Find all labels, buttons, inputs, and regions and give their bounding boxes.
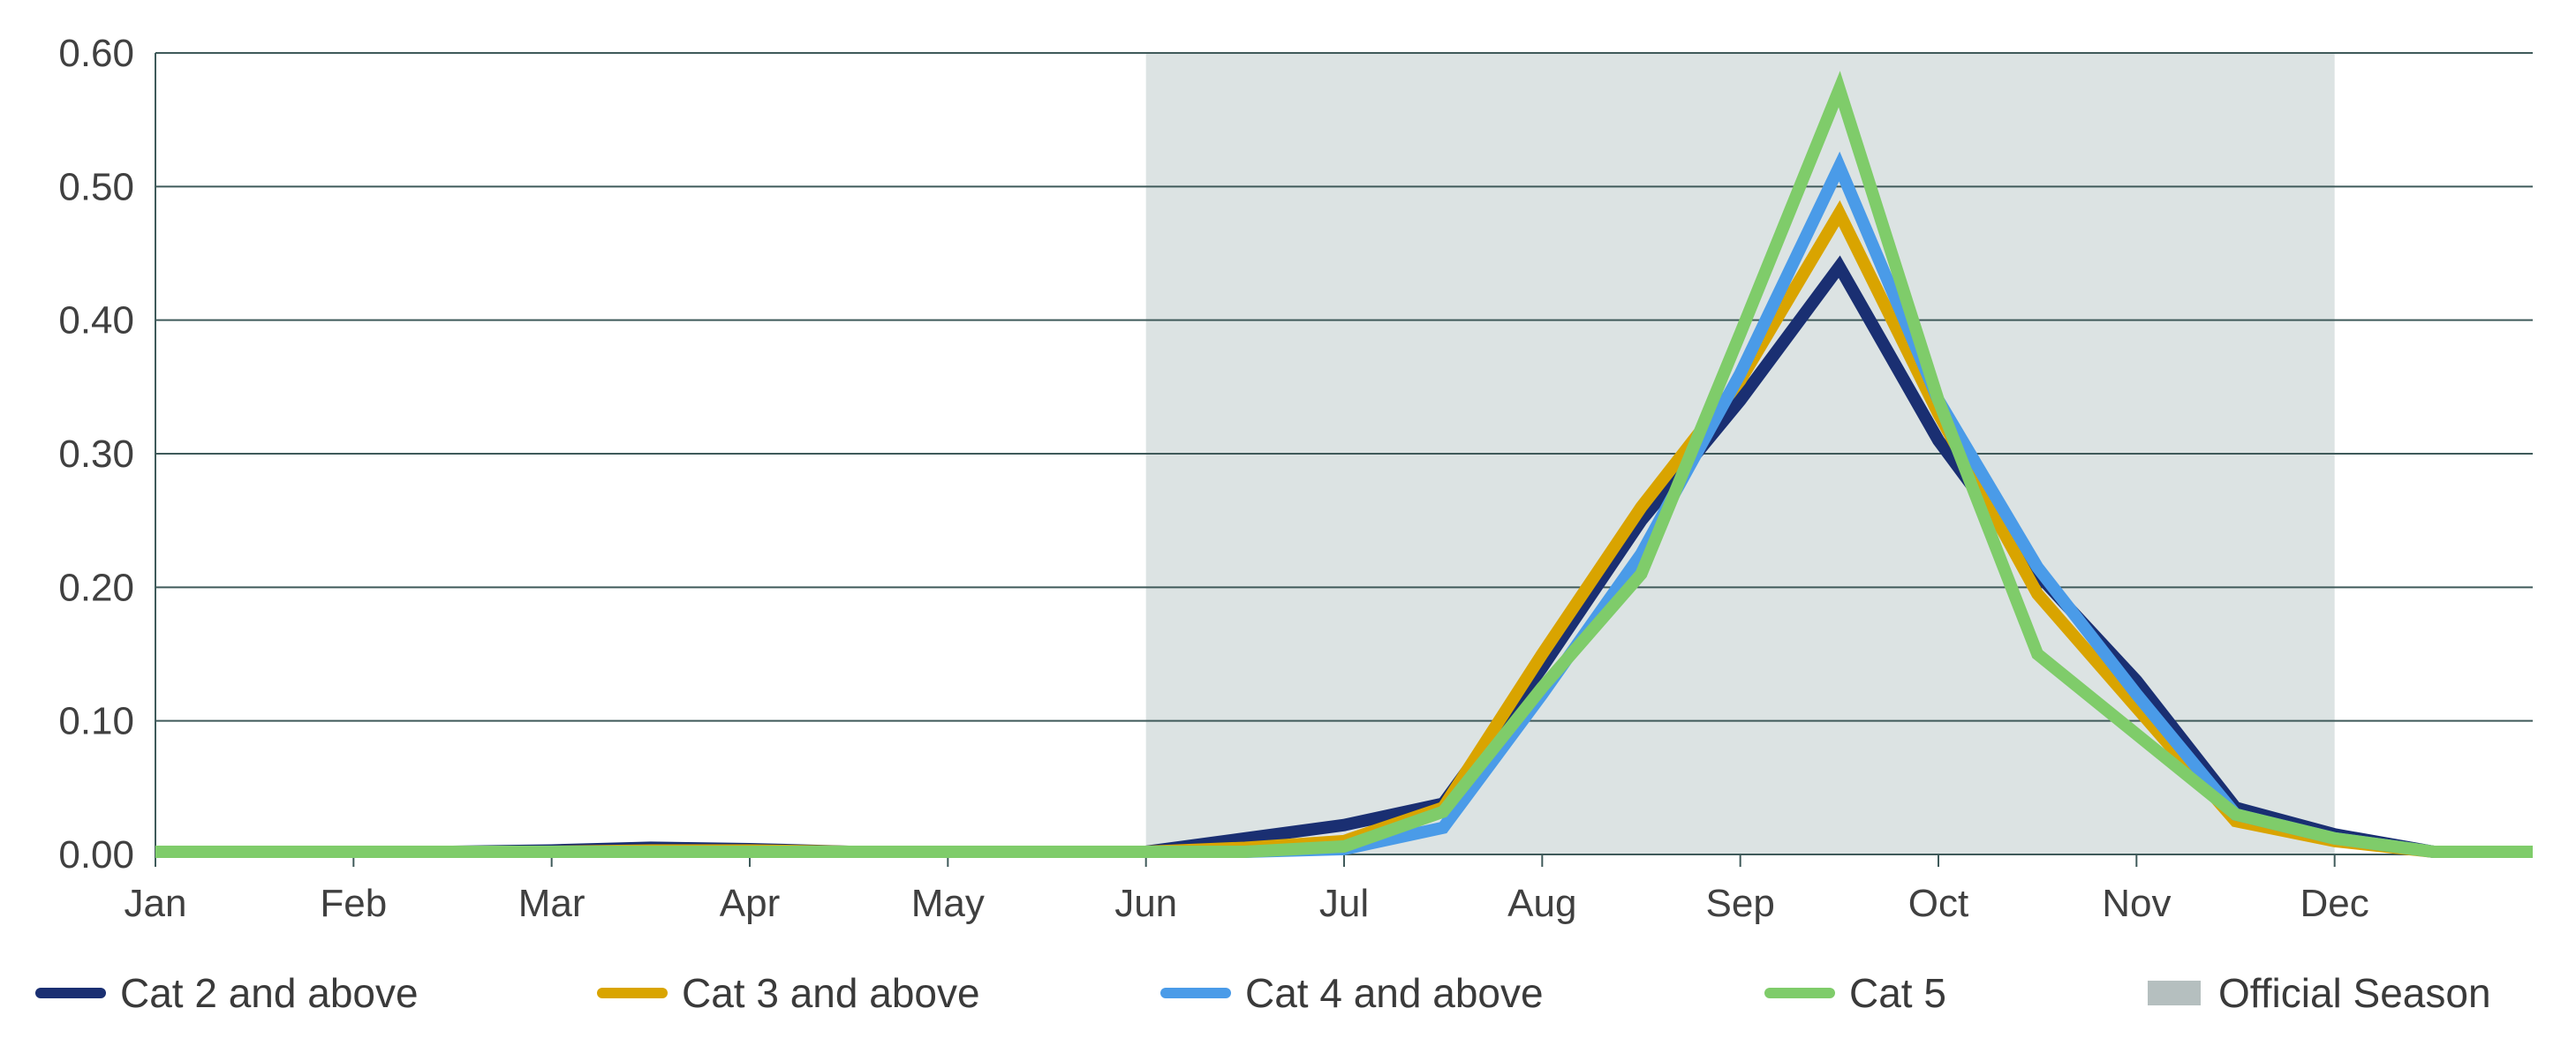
legend-item-cat3: Cat 3 and above	[597, 958, 980, 1028]
legend-item-cat2: Cat 2 and above	[35, 958, 419, 1028]
series-line-5	[155, 71, 2533, 858]
chart-legend: Cat 2 and above Cat 3 and above Cat 4 an…	[0, 958, 2576, 1028]
hurricane-frequency-chart: 0.00 0.10 0.20 0.30 0.40 0.50 0.60 Jan Feb Mar Ap…	[58, 32, 2533, 925]
y-tick-label: 0.20	[58, 566, 134, 609]
x-tick-label: Apr	[720, 882, 780, 925]
legend-label-official-season: Official Season	[2218, 970, 2491, 1016]
legend-item-official-season: Official Season	[2148, 958, 2491, 1028]
legend-label-cat5: Cat 5	[1849, 970, 1946, 1016]
x-tick-label: Nov	[2102, 882, 2171, 925]
legend-swatch-cat5	[1764, 988, 1835, 998]
x-tick-label: Sep	[1706, 882, 1775, 925]
legend-swatch-cat3	[597, 988, 668, 998]
x-tick-label: Mar	[518, 882, 585, 925]
x-tick-label: Jul	[1319, 882, 1369, 925]
x-tick-label: Dec	[2300, 882, 2369, 925]
legend-item-cat4: Cat 4 and above	[1160, 958, 1544, 1028]
legend-swatch-cat4	[1160, 988, 1231, 998]
y-tick-label: 0.50	[58, 165, 134, 208]
y-tick-label: 0.40	[58, 299, 134, 342]
legend-label-cat2: Cat 2 and above	[120, 970, 419, 1016]
x-tick-label: Jun	[1114, 882, 1177, 925]
x-tick-label: Jan	[125, 882, 187, 925]
grid-lines	[155, 52, 2533, 722]
y-tick-label: 0.60	[58, 32, 134, 75]
legend-swatch-cat2	[35, 988, 106, 998]
legend-label-cat3: Cat 3 and above	[682, 970, 980, 1016]
y-tick-label: 0.10	[58, 700, 134, 743]
x-axis-ticks: Jan Feb Mar Apr May Jun Jul Aug Sep Oct Nov Dec	[125, 854, 2369, 925]
series-lines	[155, 71, 2533, 858]
x-tick-label: Oct	[1908, 882, 1968, 925]
x-tick-label: Feb	[320, 882, 387, 925]
legend-swatch-official-season	[2148, 981, 2201, 1005]
y-tick-label: 0.30	[58, 433, 134, 476]
y-axis-ticks: 0.00 0.10 0.20 0.30 0.40 0.50 0.60	[58, 32, 134, 877]
legend-item-cat5: Cat 5	[1764, 958, 1946, 1028]
legend-label-cat4: Cat 4 and above	[1245, 970, 1544, 1016]
y-tick-label: 0.00	[58, 833, 134, 877]
x-tick-label: May	[911, 882, 985, 925]
x-tick-label: Aug	[1507, 882, 1576, 925]
